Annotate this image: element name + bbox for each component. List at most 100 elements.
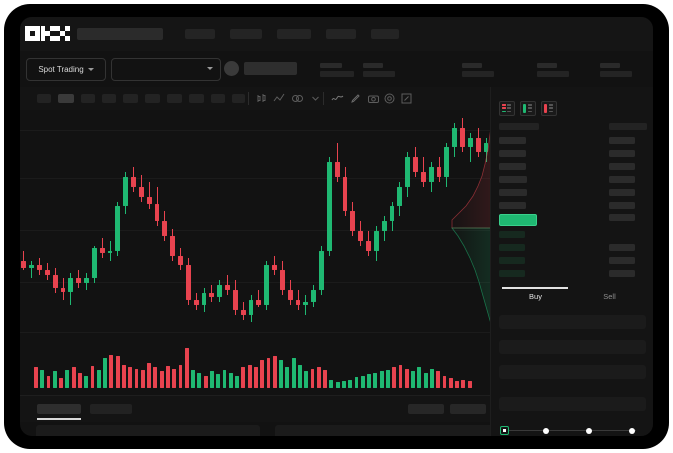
bottom-panel-left[interactable] — [36, 425, 260, 436]
volume-bar — [103, 357, 108, 388]
bottom-action-2[interactable] — [450, 404, 486, 414]
chevron-down-icon — [87, 68, 94, 71]
price-field[interactable] — [499, 340, 646, 354]
stepper-dot-50[interactable] — [586, 427, 592, 434]
stepper-dot-75[interactable] — [629, 427, 635, 434]
candle — [420, 110, 426, 330]
orderbook-row-left[interactable] — [499, 257, 525, 264]
active-tab-underline — [37, 418, 81, 420]
orderbook-row-left[interactable] — [499, 176, 527, 183]
top-navigation-bar — [20, 17, 653, 51]
nav-item-5[interactable] — [371, 29, 399, 39]
timeframe-1[interactable] — [58, 94, 74, 103]
timeframe-0[interactable] — [37, 94, 51, 103]
camera-icon[interactable] — [367, 92, 380, 105]
orderbook-row-left[interactable] — [499, 150, 526, 157]
indicators-icon[interactable] — [273, 92, 286, 105]
volume-bar — [298, 364, 302, 388]
candle — [428, 110, 434, 330]
timeframe-4[interactable] — [123, 94, 138, 103]
orderbook-row-left[interactable] — [499, 231, 525, 238]
timeframe-5[interactable] — [145, 94, 160, 103]
orderbook-layout-bids[interactable] — [520, 101, 536, 116]
global-search-input[interactable] — [77, 28, 163, 40]
price-chart[interactable] — [20, 110, 490, 395]
fullscreen-icon[interactable] — [400, 92, 413, 105]
line-chart-icon[interactable] — [331, 92, 344, 105]
orderbook-row-right[interactable] — [609, 189, 635, 196]
settings-gear-icon[interactable] — [383, 92, 396, 105]
candle — [373, 110, 379, 330]
orderbook-row-right[interactable] — [609, 244, 635, 251]
orderbook-layout-asks[interactable] — [541, 101, 557, 116]
orderbook-rows[interactable] — [491, 121, 653, 326]
timeframe-7[interactable] — [189, 94, 204, 103]
nav-item-3[interactable] — [277, 29, 311, 39]
volume-bar — [335, 382, 340, 388]
orderbook-row-right[interactable] — [609, 257, 635, 264]
candle — [209, 110, 215, 330]
tab-sell[interactable]: Sell — [603, 292, 616, 301]
amount-percentage-stepper[interactable] — [500, 426, 640, 435]
volume-bar — [90, 365, 95, 388]
timeframe-9[interactable] — [232, 94, 245, 103]
volume-bar — [122, 364, 126, 388]
stepper-handle[interactable] — [500, 426, 509, 435]
orderbook-row-right[interactable] — [609, 202, 635, 209]
bottom-panel-right[interactable] — [275, 425, 495, 436]
volume-bar — [96, 370, 101, 388]
orderbook-row-right[interactable] — [609, 123, 647, 130]
order-type-field[interactable] — [499, 315, 646, 329]
orderbook-row-right[interactable] — [609, 270, 635, 277]
market-type-selector[interactable]: Spot Trading — [26, 58, 106, 81]
orderbook-row-left[interactable] — [499, 163, 526, 170]
volume-bar — [128, 367, 133, 388]
orderbook-layout-both[interactable] — [499, 101, 515, 116]
orderbook-row-right[interactable] — [609, 150, 635, 157]
orderbook-row-right[interactable] — [609, 214, 635, 221]
stepper-dot-25[interactable] — [543, 427, 549, 434]
volume-bar — [235, 375, 240, 388]
logo-x-glyph — [55, 26, 70, 41]
volume-bar — [411, 371, 416, 388]
chevron-down-icon[interactable] — [309, 92, 322, 105]
orderbook-row-left[interactable] — [499, 123, 539, 130]
timeframe-3[interactable] — [102, 94, 116, 103]
orderbook-row-left[interactable] — [499, 189, 527, 196]
nav-item-2[interactable] — [230, 29, 262, 39]
orderbook-row-right[interactable] — [609, 137, 635, 144]
orderbook-row-left[interactable] — [499, 202, 526, 209]
okx-logo[interactable] — [25, 26, 70, 41]
timeframe-2[interactable] — [81, 94, 95, 103]
timeframe-8[interactable] — [211, 94, 225, 103]
candlestick-icon[interactable] — [255, 92, 268, 105]
orderbook-row-left[interactable] — [499, 214, 537, 226]
candle — [350, 110, 356, 330]
logo-k-glyph — [40, 26, 56, 41]
nav-item-4[interactable] — [326, 29, 356, 39]
tab-open-orders[interactable] — [37, 404, 81, 414]
orderbook-row-right[interactable] — [609, 163, 635, 170]
tab-order-history[interactable] — [90, 404, 132, 414]
stat-24h-high — [462, 63, 494, 77]
compare-icon[interactable] — [291, 92, 304, 105]
volume-bar — [222, 370, 227, 388]
trading-pair-selector[interactable] — [111, 58, 221, 81]
orderbook-row-right[interactable] — [609, 176, 635, 183]
pencil-icon[interactable] — [349, 92, 362, 105]
tab-buy[interactable]: Buy — [529, 292, 542, 301]
candle — [232, 110, 238, 330]
candle — [76, 110, 82, 330]
nav-item-1[interactable] — [185, 29, 215, 39]
bottom-action-1[interactable] — [408, 404, 444, 414]
total-field[interactable] — [499, 397, 646, 411]
orderbook-row-left[interactable] — [499, 244, 525, 251]
orderbook-row-left[interactable] — [499, 137, 526, 144]
timeframe-6[interactable] — [167, 94, 182, 103]
volume-bar — [109, 354, 114, 388]
stat-24h-low — [537, 63, 569, 77]
orderbook-row-left[interactable] — [499, 270, 525, 277]
amount-field[interactable] — [499, 365, 646, 379]
candle — [162, 110, 168, 330]
coin-avatar — [224, 61, 239, 76]
